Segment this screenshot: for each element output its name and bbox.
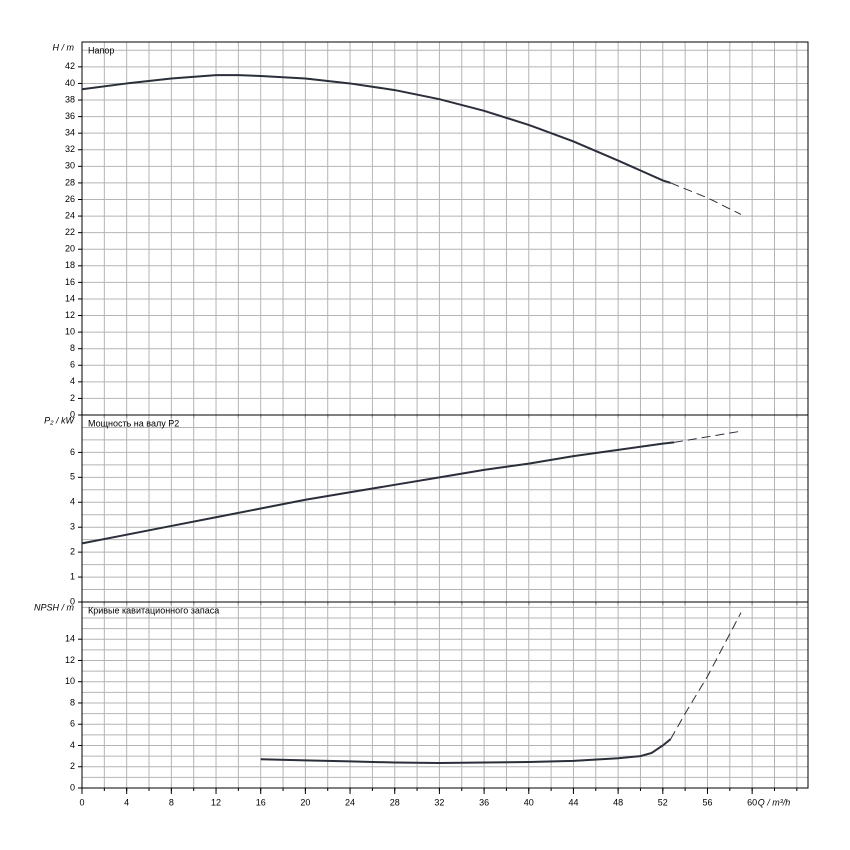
y-tick-label: 5 xyxy=(70,472,75,482)
x-tick-label: 40 xyxy=(524,797,534,807)
x-tick-label: 4 xyxy=(124,797,129,807)
y-tick-label: 6 xyxy=(70,360,75,370)
y-tick-label: 14 xyxy=(65,634,75,644)
y-axis-label: NPSH / m xyxy=(34,602,75,612)
x-tick-label: 44 xyxy=(568,797,578,807)
x-tick-label: 0 xyxy=(79,797,84,807)
y-tick-label: 30 xyxy=(65,161,75,171)
panel-title: Кривые кавитационного запаса xyxy=(88,605,219,615)
x-tick-label: 32 xyxy=(434,797,444,807)
panel-title: Мощность на валу P2 xyxy=(88,418,179,428)
y-tick-label: 1 xyxy=(70,571,75,581)
x-axis-label: Q / m³/h xyxy=(758,797,791,807)
y-tick-label: 2 xyxy=(70,393,75,403)
y-axis-label: H / m xyxy=(53,42,75,52)
y-tick-label: 16 xyxy=(65,277,75,287)
curve xyxy=(81,74,671,184)
y-tick-label: 4 xyxy=(70,740,75,750)
y-tick-label: 20 xyxy=(65,244,75,254)
y-tick-label: 0 xyxy=(70,409,75,419)
x-tick-label: 52 xyxy=(658,797,668,807)
y-tick-label: 3 xyxy=(70,522,75,532)
x-tick-label: 28 xyxy=(390,797,400,807)
y-tick-label: 28 xyxy=(65,177,75,187)
y-tick-label: 38 xyxy=(65,94,75,104)
y-tick-label: 12 xyxy=(65,655,75,665)
y-tick-label: 34 xyxy=(65,128,75,138)
curve xyxy=(81,441,675,545)
y-tick-label: 26 xyxy=(65,194,75,204)
y-tick-label: 22 xyxy=(65,227,75,237)
y-tick-label: 14 xyxy=(65,293,75,303)
y-tick-label: 4 xyxy=(70,376,75,386)
x-tick-label: 16 xyxy=(256,797,266,807)
curve xyxy=(670,612,742,740)
y-tick-label: 6 xyxy=(70,719,75,729)
y-axis-label: P₂ / kW xyxy=(44,415,75,425)
curve xyxy=(260,738,672,765)
curve xyxy=(673,430,742,443)
panel-title: Напор xyxy=(88,45,114,55)
y-tick-label: 36 xyxy=(65,111,75,121)
y-tick-label: 32 xyxy=(65,144,75,154)
y-tick-label: 24 xyxy=(65,210,75,220)
x-tick-label: 36 xyxy=(479,797,489,807)
plot-frame xyxy=(81,41,809,416)
plot-frame xyxy=(81,601,809,789)
y-tick-label: 0 xyxy=(70,596,75,606)
y-tick-label: 6 xyxy=(70,447,75,457)
y-tick-label: 8 xyxy=(70,343,75,353)
plot-frame xyxy=(81,414,809,603)
y-tick-label: 0 xyxy=(70,782,75,792)
y-tick-label: 18 xyxy=(65,260,75,270)
x-tick-label: 60 xyxy=(747,797,757,807)
y-tick-label: 40 xyxy=(65,78,75,88)
x-tick-label: 24 xyxy=(345,797,355,807)
y-tick-label: 42 xyxy=(65,61,75,71)
x-tick-label: 56 xyxy=(702,797,712,807)
y-tick-label: 12 xyxy=(65,310,75,320)
y-tick-label: 2 xyxy=(70,761,75,771)
x-tick-label: 20 xyxy=(300,797,310,807)
y-tick-label: 4 xyxy=(70,497,75,507)
x-tick-label: 8 xyxy=(169,797,174,807)
x-tick-label: 12 xyxy=(211,797,221,807)
y-tick-label: 8 xyxy=(70,697,75,707)
y-tick-label: 2 xyxy=(70,547,75,557)
y-tick-label: 10 xyxy=(65,326,75,336)
curve xyxy=(670,182,742,215)
y-tick-label: 10 xyxy=(65,676,75,686)
x-tick-label: 48 xyxy=(613,797,623,807)
